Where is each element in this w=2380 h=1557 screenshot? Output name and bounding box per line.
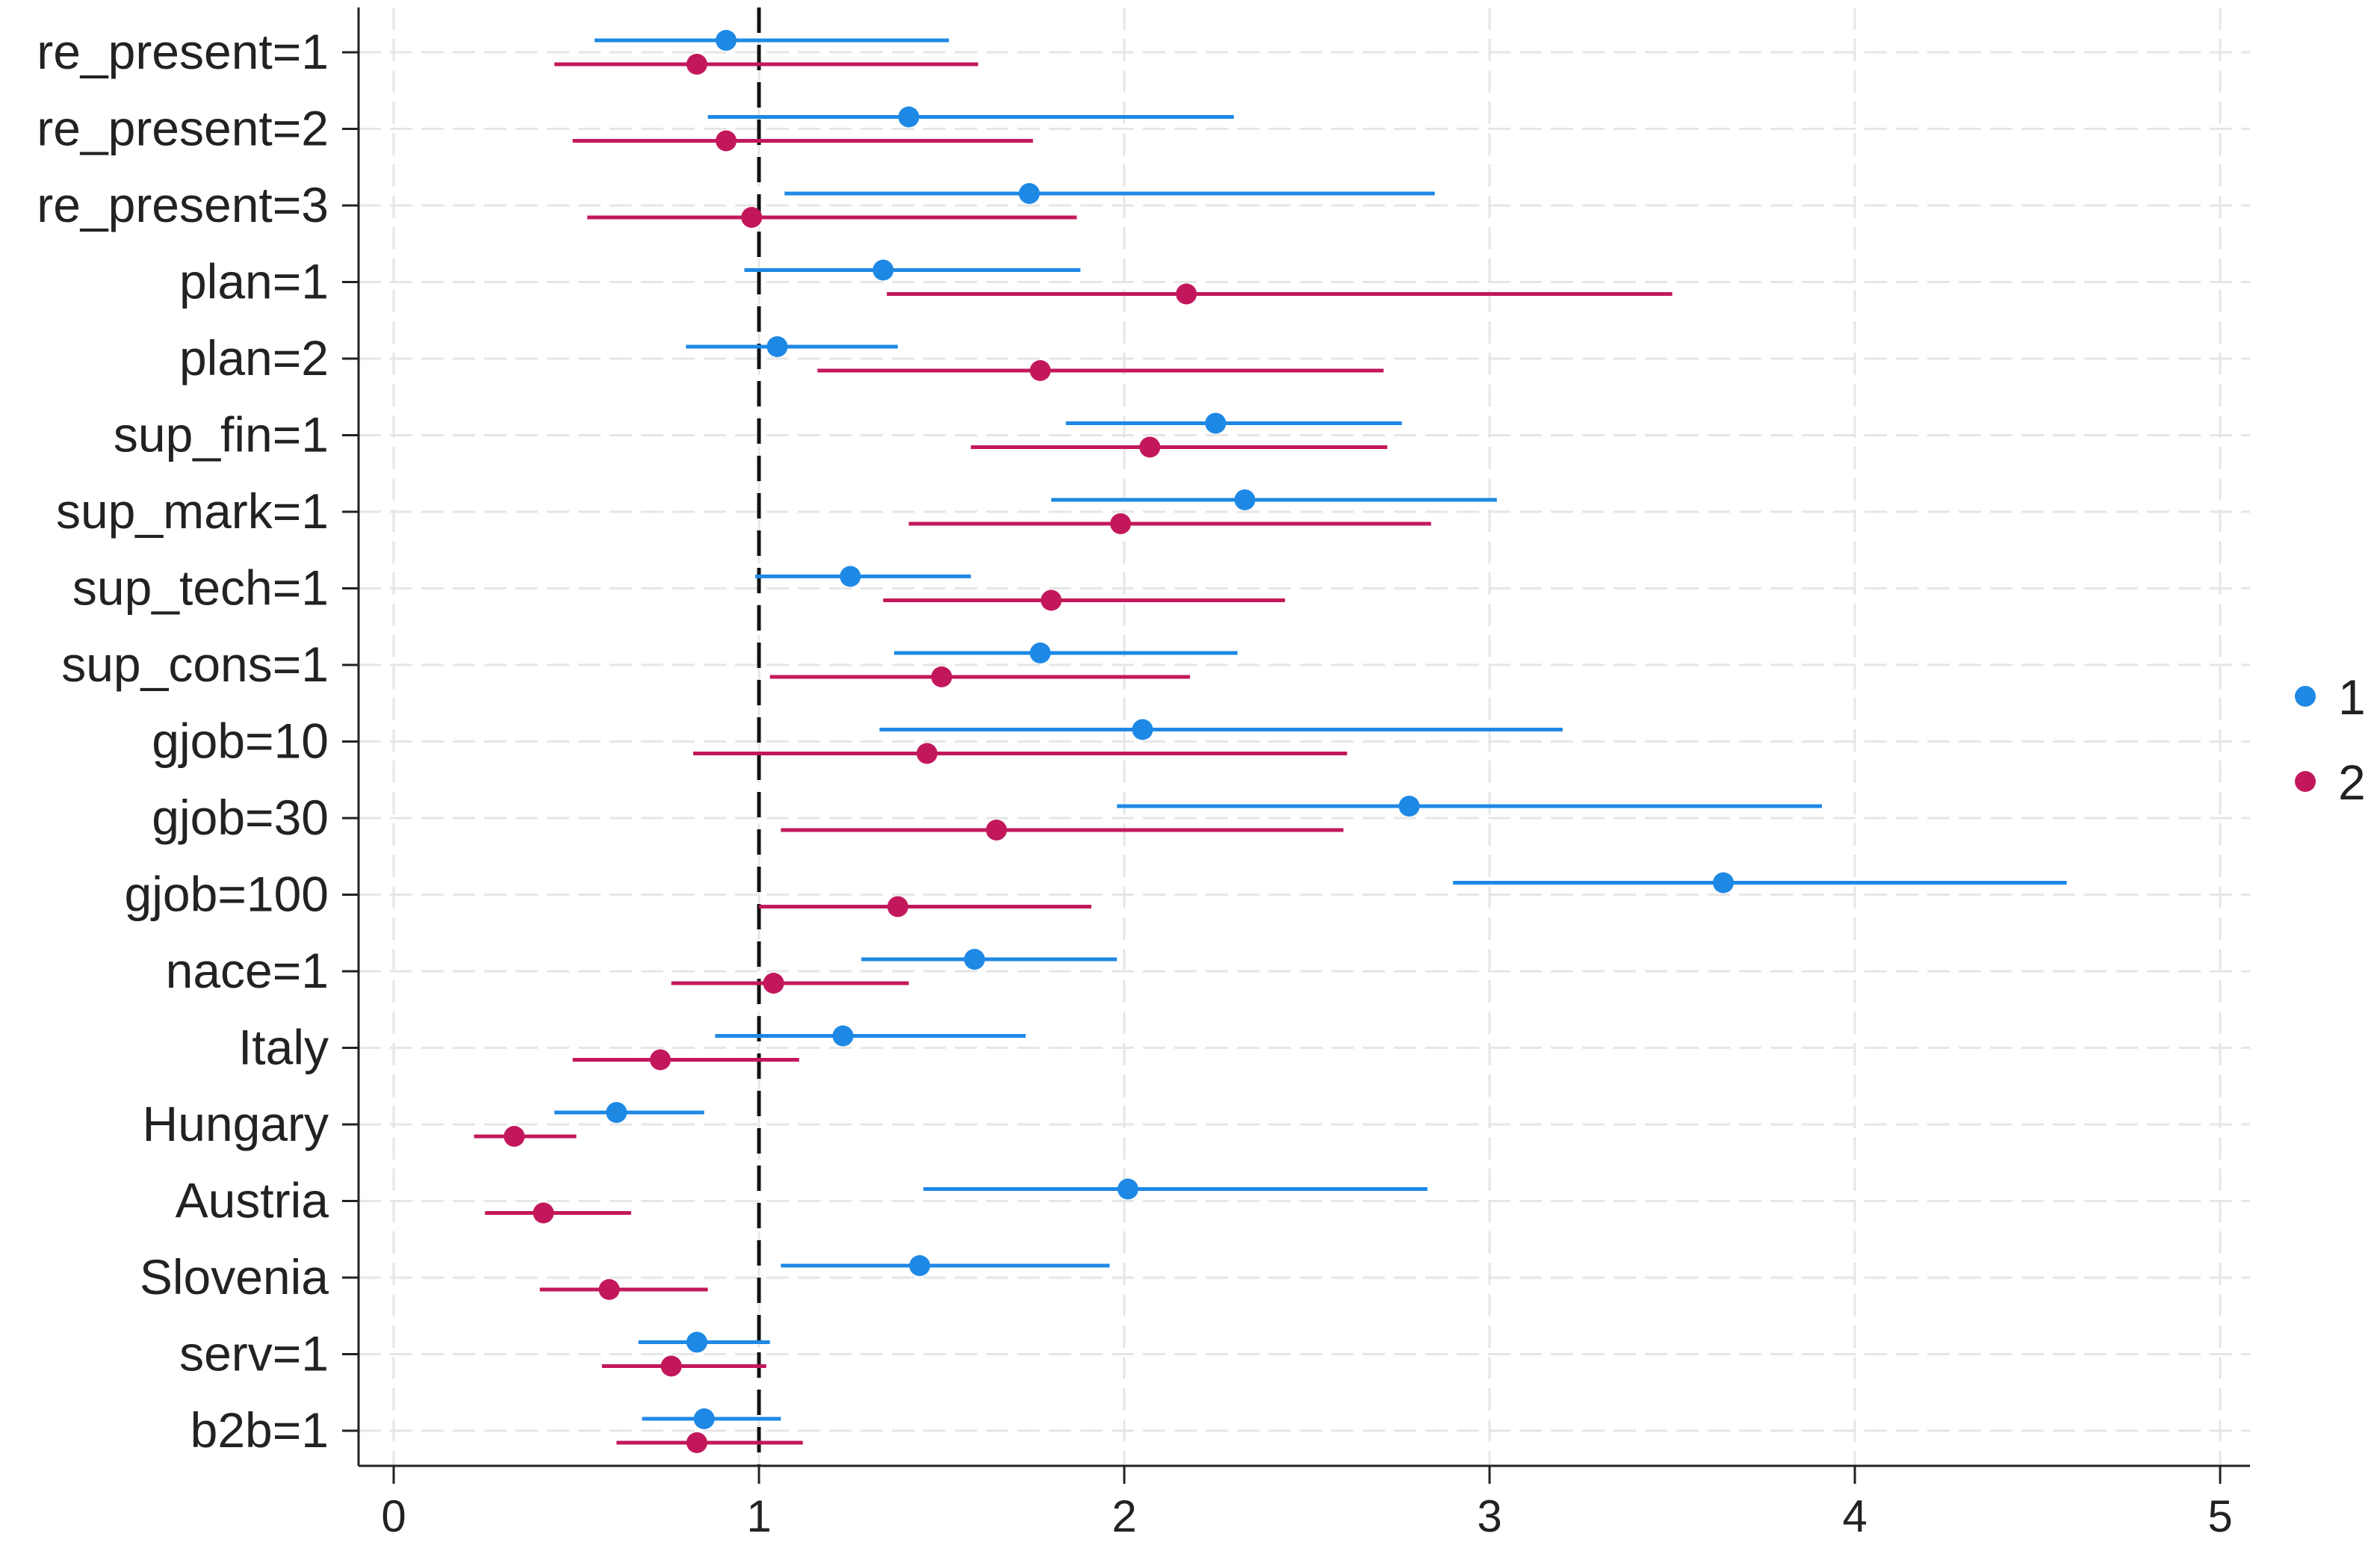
y-tick-label: re_present=3 [37, 177, 329, 232]
point-series-2 [686, 54, 707, 75]
y-tick-label: plan=1 [179, 254, 329, 309]
legend-marker-2 [2295, 771, 2316, 792]
point-series-1 [1398, 796, 1420, 817]
y-tick-label: nace=1 [166, 943, 329, 998]
y-tick-label: re_present=2 [37, 101, 329, 156]
point-series-2 [916, 743, 938, 764]
y-tick-label: b2b=1 [190, 1402, 329, 1458]
point-series-1 [1234, 489, 1256, 510]
point-series-2 [1110, 513, 1132, 534]
point-series-2 [1029, 360, 1051, 381]
point-series-1 [898, 106, 920, 128]
x-axis: 0 1 2 3 4 5 [359, 1464, 2250, 1541]
y-tick-label: sup_cons=1 [61, 637, 329, 692]
y-axis: re_present=1 re_present=2 re_present=3plan… [37, 7, 360, 1466]
x-tick-label: 5 [2207, 1491, 2232, 1541]
y-tick-label: serv=1 [179, 1326, 329, 1381]
legend-marker-1 [2295, 686, 2316, 707]
point-series-2 [533, 1202, 554, 1224]
point-series-1 [1117, 1178, 1138, 1200]
x-tick-label: 1 [746, 1491, 771, 1541]
gridlines [359, 7, 2250, 1466]
point-series-1 [766, 336, 788, 357]
y-tick-label: sup_tech=1 [72, 560, 329, 616]
y-tick-label: Slovenia [140, 1249, 329, 1304]
series-layer [474, 30, 2067, 1453]
y-tick-label: Italy [238, 1020, 329, 1075]
point-series-1 [606, 1102, 627, 1123]
y-tick-label: sup_fin=1 [114, 407, 329, 462]
point-series-2 [598, 1279, 620, 1300]
y-tick-label: gjob=100 [125, 867, 329, 922]
y-tick-label: gjob=30 [152, 790, 329, 845]
point-series-1 [873, 259, 894, 281]
point-series-2 [503, 1126, 525, 1147]
y-tick-label: sup_mark=1 [56, 483, 329, 539]
point-series-2 [686, 1432, 707, 1453]
legend-label: 1 [2338, 669, 2366, 725]
point-series-2 [1176, 283, 1197, 305]
legend: 12 [2295, 669, 2366, 810]
point-series-2 [649, 1049, 671, 1071]
point-series-2 [763, 973, 784, 994]
point-series-2 [887, 896, 908, 917]
point-series-2 [741, 207, 763, 228]
point-series-1 [909, 1255, 931, 1276]
y-tick-label: Austria [176, 1173, 329, 1228]
point-series-1 [693, 1408, 715, 1429]
point-series-1 [1205, 412, 1227, 434]
point-series-2 [985, 820, 1007, 841]
x-tick-label: 4 [1842, 1491, 1867, 1541]
point-series-1 [840, 566, 861, 587]
point-series-1 [686, 1331, 707, 1353]
x-tick-label: 3 [1477, 1491, 1502, 1541]
point-series-1 [1132, 719, 1153, 740]
point-series-2 [660, 1355, 682, 1377]
point-series-2 [715, 130, 737, 152]
point-series-1 [715, 30, 737, 51]
y-tick-label: gjob=10 [152, 714, 329, 769]
y-tick-label: plan=2 [179, 330, 329, 386]
point-series-1 [964, 949, 985, 970]
legend-label: 2 [2338, 755, 2366, 810]
point-series-1 [832, 1025, 854, 1047]
x-tick-label: 2 [1112, 1491, 1136, 1541]
point-series-2 [931, 666, 952, 687]
point-series-1 [1712, 872, 1734, 894]
point-series-2 [1041, 589, 1062, 611]
point-series-1 [1018, 183, 1040, 204]
point-series-1 [1029, 643, 1051, 663]
point-series-2 [1139, 436, 1161, 458]
y-tick-label: re_present=1 [37, 24, 329, 79]
x-tick-label: 0 [381, 1491, 406, 1541]
y-tick-label: Hungary [143, 1096, 329, 1151]
